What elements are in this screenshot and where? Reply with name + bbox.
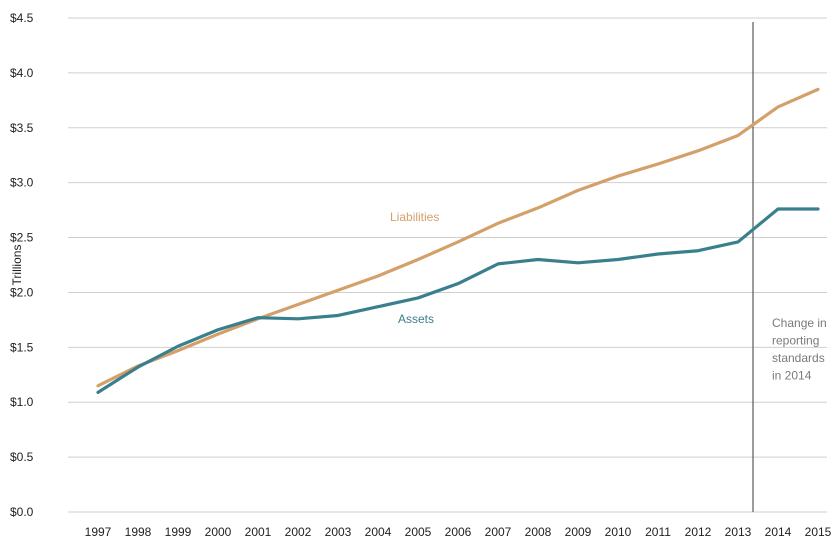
x-tick-label: 2006 (445, 525, 472, 539)
x-tick-label: 2000 (205, 525, 232, 539)
liabilities-series-label: Liabilities (390, 210, 439, 224)
y-tick-label: $0.0 (10, 505, 34, 519)
x-tick-label: 2015 (805, 525, 832, 539)
annotation-line-text: Change in (772, 316, 827, 330)
x-tick-label: 2005 (405, 525, 432, 539)
assets-series-label: Assets (398, 312, 434, 326)
x-tick-label: 2001 (245, 525, 272, 539)
x-tick-label: 2004 (365, 525, 392, 539)
x-tick-label: 1999 (165, 525, 192, 539)
x-tick-label: 1998 (125, 525, 152, 539)
x-axis-tick-labels: 1997 1998 1999 2000 2001 2002 2003 2004 2005 2006… (85, 525, 832, 539)
y-tick-label: $2.0 (10, 285, 34, 299)
y-tick-label: $4.0 (10, 66, 34, 80)
x-tick-label: 2008 (525, 525, 552, 539)
annotation-line-text: reporting (772, 334, 819, 348)
y-tick-label: $1.5 (10, 340, 34, 354)
x-tick-label: 2002 (285, 525, 312, 539)
x-tick-label: 2010 (605, 525, 632, 539)
x-tick-label: 2014 (765, 525, 792, 539)
assets-line (98, 209, 818, 392)
annotation: Change in reporting standards in 2014 (753, 22, 827, 512)
y-tick-label: $3.0 (10, 176, 34, 190)
x-tick-label: 2012 (685, 525, 712, 539)
y-tick-label: $2.5 (10, 231, 34, 245)
x-tick-label: 1997 (85, 525, 112, 539)
x-tick-label: 2003 (325, 525, 352, 539)
x-tick-label: 2007 (485, 525, 512, 539)
reporting-change-note: Change in reporting standards in 2014 (772, 316, 827, 383)
y-axis-title: Trillions (10, 245, 24, 286)
x-tick-label: 2009 (565, 525, 592, 539)
x-tick-label: 2011 (645, 525, 671, 539)
y-tick-label: $4.5 (10, 11, 34, 25)
x-tick-label: 2013 (725, 525, 752, 539)
y-tick-label: $0.5 (10, 450, 34, 464)
gridlines (68, 18, 827, 512)
annotation-line-text: in 2014 (772, 369, 812, 383)
y-tick-label: $3.5 (10, 121, 34, 135)
annotation-line-text: standards (772, 351, 825, 365)
y-tick-label: $1.0 (10, 395, 34, 409)
